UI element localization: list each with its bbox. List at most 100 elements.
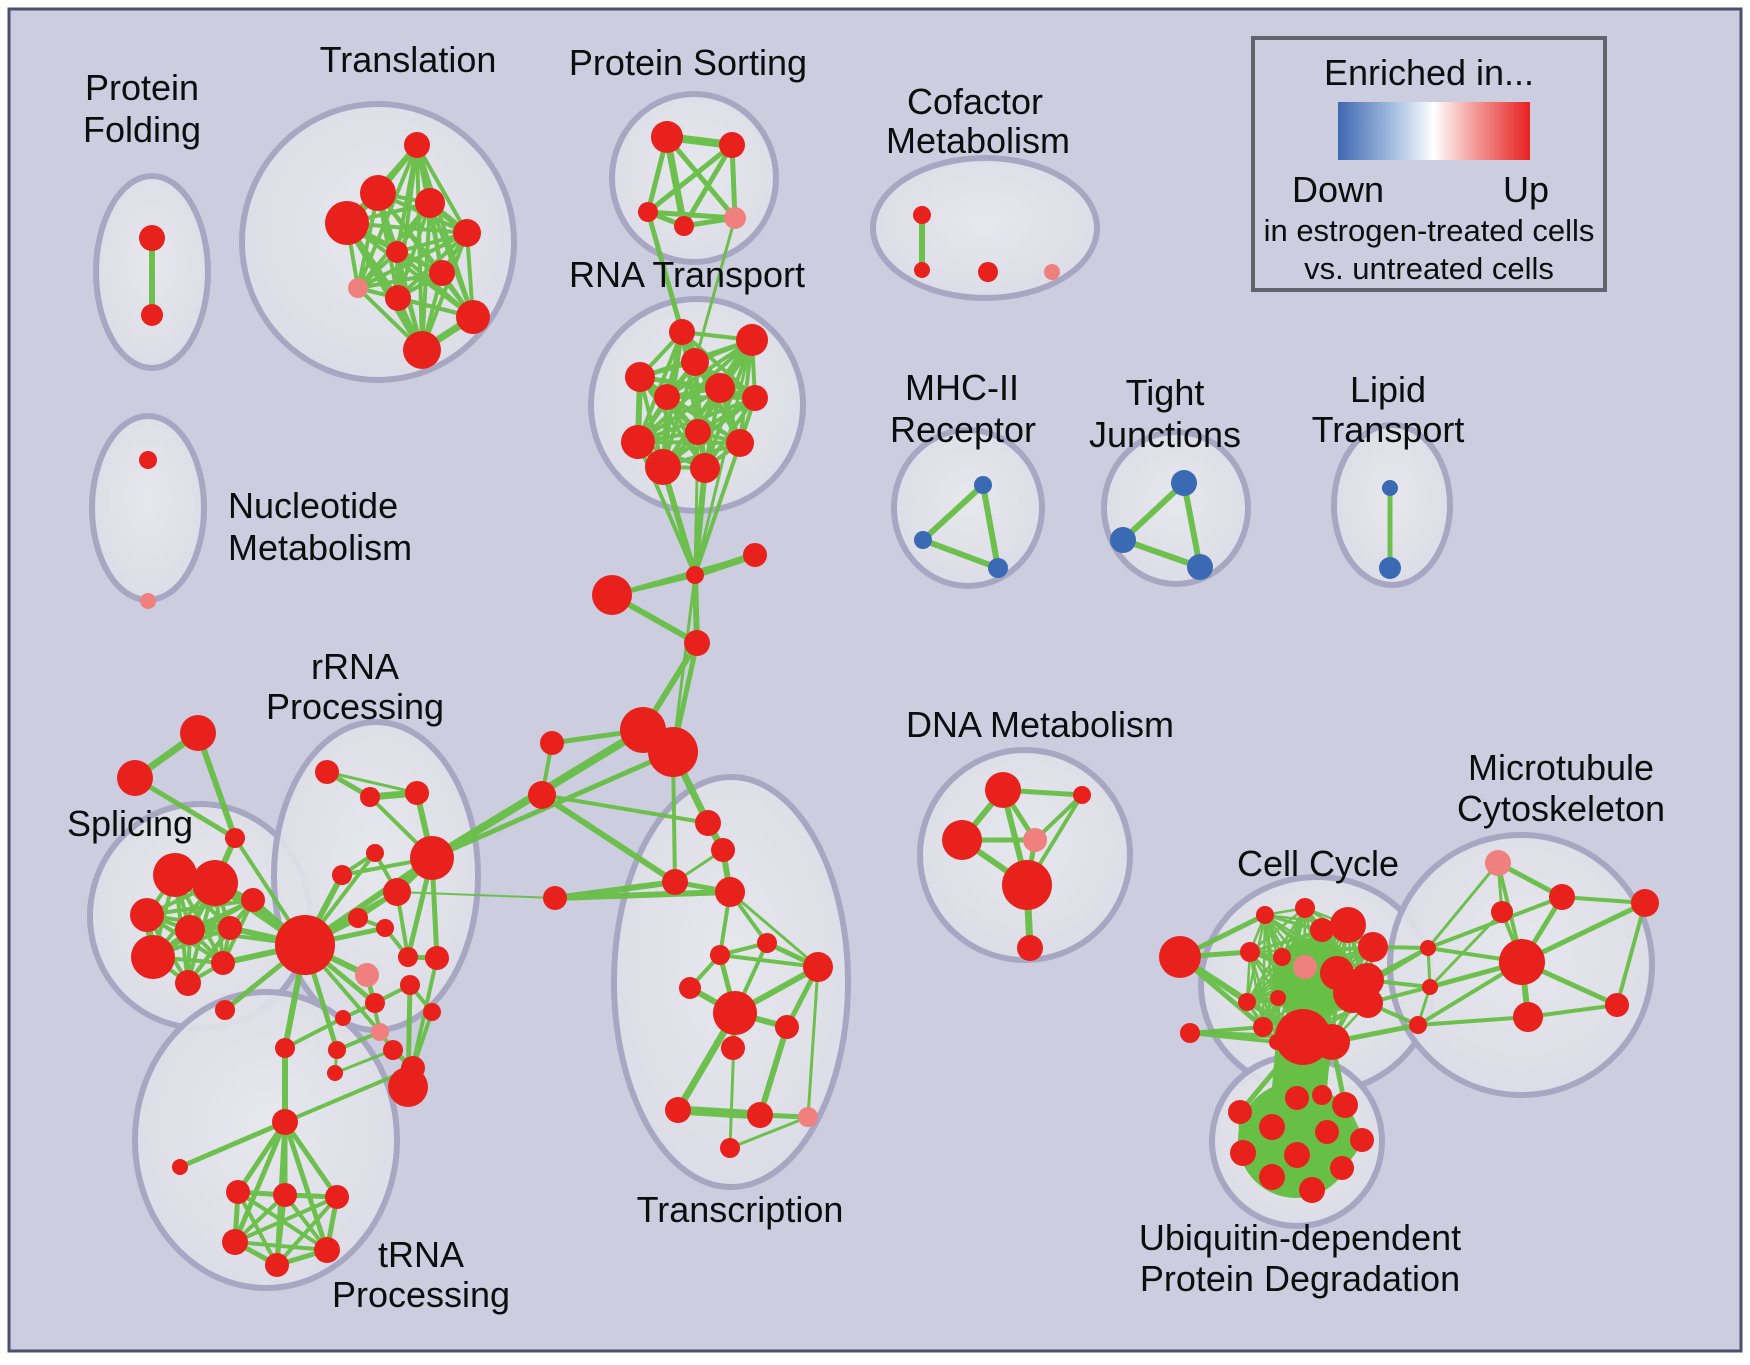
edge (236, 1190, 279, 1267)
node-h1 (686, 566, 704, 584)
cluster-label-transcription: Transcription (637, 1189, 844, 1230)
node-t10 (456, 300, 490, 334)
node-h4 (684, 630, 710, 656)
edge (673, 1105, 765, 1120)
edge (1269, 1095, 1300, 1180)
node-ub4 (1312, 1085, 1332, 1105)
node-r10 (398, 947, 418, 967)
edge (660, 464, 698, 578)
node-m2 (914, 531, 932, 549)
cluster-label-translation: Translation (320, 39, 497, 80)
legend-title: Enriched in... (1324, 52, 1534, 93)
node-b2 (747, 1102, 773, 1128)
node-b3 (798, 1107, 818, 1127)
node-r12 (215, 1000, 235, 1020)
cluster-label-rna-transport: RNA Transport (569, 254, 805, 295)
edge (1248, 906, 1307, 954)
cluster-label-protein-folding: Protein (85, 67, 199, 108)
node-ub3 (1285, 1086, 1309, 1110)
node-t9 (385, 285, 411, 311)
node-mt1 (1485, 850, 1511, 876)
node-r7 (348, 908, 368, 928)
cluster-label-nucleotide-metabolism: Metabolism (228, 527, 412, 568)
node-sp7 (175, 970, 201, 996)
node-t2 (360, 175, 396, 211)
edge (1426, 895, 1564, 950)
node-r6 (383, 878, 411, 906)
node-g1 (180, 715, 216, 751)
node-cca (1180, 1023, 1200, 1043)
edge (1615, 901, 1647, 1007)
node-rt7 (742, 385, 768, 411)
edge (638, 375, 707, 470)
edge (671, 573, 697, 754)
node-r18 (423, 1003, 441, 1021)
edge (920, 482, 986, 543)
cluster-label-cofactor-metabolism: Metabolism (886, 120, 1070, 161)
node-c2 (1295, 898, 1315, 918)
node-ub1 (1228, 1100, 1252, 1124)
edge (693, 441, 742, 577)
node-c5 (1358, 932, 1388, 962)
edge (728, 1011, 737, 1150)
node-t6 (386, 241, 408, 263)
node-cf4 (1044, 264, 1060, 280)
node-t11 (403, 331, 441, 369)
legend-box (1251, 36, 1607, 292)
node-r3 (405, 781, 429, 805)
cluster-label-trna-processing: tRNA (378, 1234, 464, 1275)
node-u4 (679, 977, 701, 999)
node-ub9 (1284, 1142, 1310, 1168)
node-t1 (404, 132, 430, 158)
node-u7 (721, 1036, 745, 1060)
node-k1 (1420, 940, 1436, 956)
node-nm2 (140, 593, 156, 609)
cluster-rrna-processing-ellipse (271, 719, 481, 1033)
node-tn7 (265, 1253, 289, 1277)
edge (333, 1048, 395, 1075)
node-sp8 (211, 951, 235, 975)
node-s3 (638, 202, 658, 222)
edge (806, 965, 820, 1119)
node-c7 (1273, 948, 1291, 966)
node-r23 (388, 1067, 428, 1107)
node-m3 (988, 558, 1008, 578)
node-ub8 (1230, 1140, 1256, 1166)
node-r24 (327, 1065, 343, 1081)
node-t3 (415, 188, 445, 218)
node-g3 (225, 828, 245, 848)
node-sp3 (130, 898, 164, 932)
node-pf2 (141, 304, 163, 326)
node-mt3 (1491, 901, 1513, 923)
node-cf2 (914, 262, 930, 278)
node-tj3 (1187, 554, 1213, 580)
edge (415, 143, 469, 235)
node-t4 (325, 201, 369, 245)
node-tn3 (273, 1183, 297, 1207)
node-b4 (720, 1138, 740, 1158)
node-t7 (429, 260, 455, 286)
edge (693, 216, 737, 364)
node-c15 (1253, 1017, 1273, 1037)
node-s2 (719, 132, 745, 158)
edge (275, 1195, 339, 1267)
node-tc3 (662, 869, 688, 895)
edge (645, 142, 735, 215)
node-r9 (355, 963, 379, 987)
edge (539, 792, 678, 885)
cluster-cofactor-metabolism-ellipse (870, 155, 1100, 301)
edge (356, 271, 444, 290)
cluster-label-trna-processing: Processing (332, 1274, 510, 1315)
node-sp9 (241, 888, 265, 912)
node-cci (1159, 936, 1201, 978)
edge (195, 730, 238, 841)
node-u2 (757, 933, 777, 953)
node-r11 (425, 946, 449, 970)
node-c12 (1270, 990, 1286, 1006)
edge (1426, 861, 1500, 950)
node-h6 (648, 727, 698, 777)
node-ub10 (1330, 1156, 1354, 1180)
